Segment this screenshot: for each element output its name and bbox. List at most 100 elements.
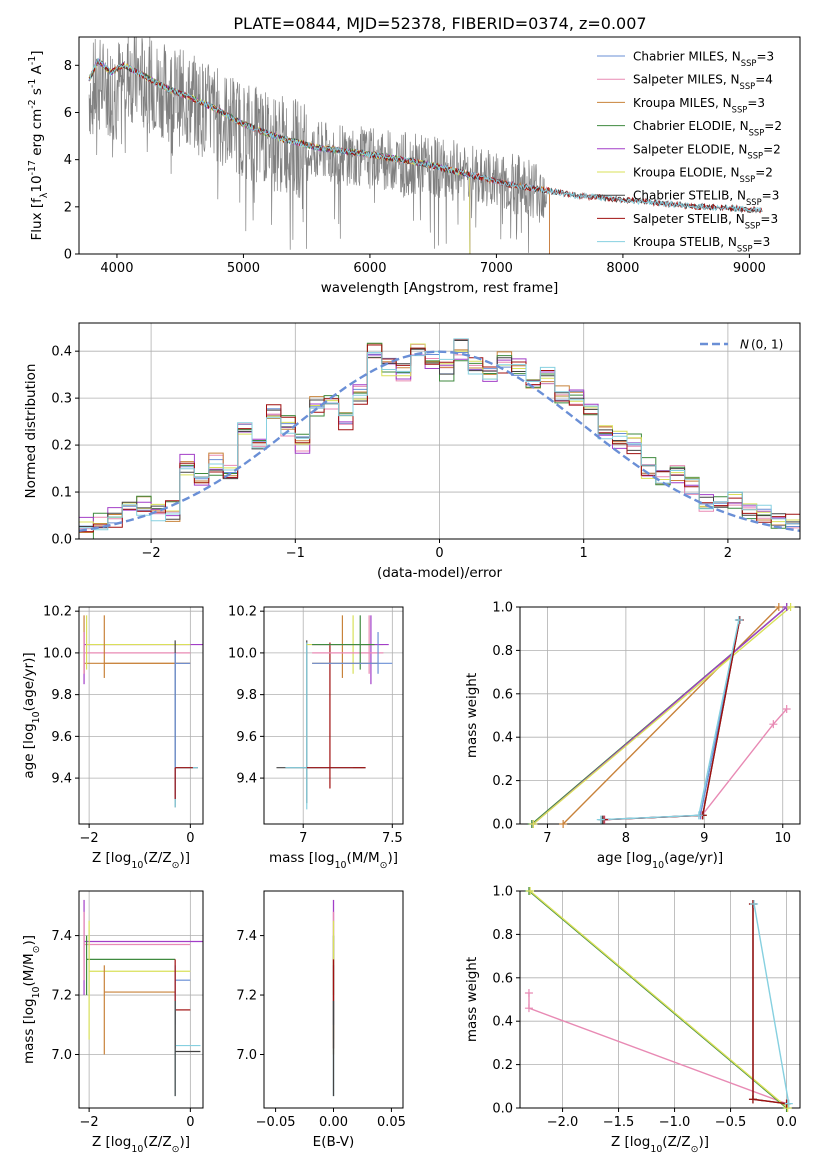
weight-line xyxy=(600,619,740,821)
plot-area-massweight_vs_age xyxy=(531,607,792,824)
x-axis-label: Z [log10(Z/Z⊙)] xyxy=(92,1134,190,1155)
weight-marker xyxy=(529,820,538,828)
x-tick-label: 7 xyxy=(299,831,307,846)
plot-area-spectrum xyxy=(88,37,763,254)
weight-marker xyxy=(734,616,743,625)
axes-mass_vs_EBV: −0.05 0.00 0.05 7.0 7.2 7.4 E(B-V) xyxy=(236,890,406,1150)
y-tick-label: 7.4 xyxy=(236,929,257,944)
y-axis-label: mass [log10(M/M⊙)] xyxy=(21,935,42,1064)
y-tick-label: 0.2 xyxy=(51,439,72,454)
plot-area-age_vs_Z xyxy=(83,615,203,808)
weight-marker xyxy=(750,900,759,909)
model-spectrum xyxy=(88,57,763,214)
y-tick-label: 9.8 xyxy=(51,688,72,703)
x-axis-label: (data-model)/error xyxy=(377,565,503,581)
y-tick-label: 9.4 xyxy=(236,772,257,787)
axes-frame xyxy=(78,322,801,540)
axes-frame xyxy=(78,606,204,825)
y-tick-label: 0.0 xyxy=(492,818,513,833)
weight-marker xyxy=(524,1004,533,1013)
y-axis-label: age [log10(age/yr)] xyxy=(21,652,42,778)
y-tick-label: 7.0 xyxy=(236,1048,257,1063)
legend-entry: Salpeter ELODIE, NSSP=2 xyxy=(633,142,781,160)
weight-marker xyxy=(786,603,795,611)
x-tick-label: −2.0 xyxy=(547,1115,579,1130)
x-tick-label: 2 xyxy=(724,546,732,561)
weight-marker xyxy=(526,887,535,895)
normal-curve xyxy=(79,350,800,532)
weight-marker xyxy=(783,1104,792,1112)
x-tick-label: −0.05 xyxy=(256,1115,296,1130)
weight-line xyxy=(604,708,788,821)
y-tick-label: 2 xyxy=(64,200,72,215)
weight-marker xyxy=(774,603,783,611)
axes-mass_vs_Z: −2 0 7.0 7.2 7.4 Z [log10(Z/Z⊙)] mass [log10(M… xyxy=(21,890,204,1155)
axes-spectrum: 4000 5000 6000 7000 8000 9000 0 2 4 6 8 wavelength … xyxy=(27,36,801,296)
plot-area-massweight_vs_Z xyxy=(528,891,790,1108)
axes-age_vs_mass: 7 7.5 9.4 9.6 9.8 10.0 10.2 mass [log10(M/M⊙)] xyxy=(228,605,404,871)
y-tick-label: 10.2 xyxy=(228,605,257,620)
x-tick-label: −1.5 xyxy=(603,1115,635,1130)
legend-entry: Salpeter MILES, NSSP=4 xyxy=(633,73,773,91)
y-tick-label: 9.6 xyxy=(51,730,72,745)
y-axis-label: mass weight xyxy=(464,957,480,1042)
legend-entry: Salpeter STELIB, NSSP=3 xyxy=(633,212,778,230)
weight-line xyxy=(752,904,787,1105)
y-tick-label: 0.1 xyxy=(51,486,72,501)
axes-frame xyxy=(263,890,404,1109)
x-axis-label: Z [log10(Z/Z⊙)] xyxy=(92,850,190,871)
plot-area-mass_vs_Z xyxy=(83,899,203,1097)
axes-massweight_vs_Z: −2.0 −1.5 −1.0 −0.5 0.0 0.0 0.2 0.4 0.6 0.8 1.0 Z [… xyxy=(464,885,801,1155)
y-tick-label: 6 xyxy=(64,106,72,121)
y-tick-label: 9.8 xyxy=(236,688,257,703)
y-tick-label: 9.4 xyxy=(51,772,72,787)
axes-frame xyxy=(263,606,404,825)
x-axis-label: mass [log10(M/M⊙)] xyxy=(269,850,398,871)
x-tick-label: 8000 xyxy=(606,261,639,276)
y-tick-label: 7.4 xyxy=(51,929,72,944)
x-tick-label: 1 xyxy=(580,546,588,561)
x-tick-label: 8 xyxy=(622,831,630,846)
residual-histogram xyxy=(79,338,800,531)
y-tick-label: 4 xyxy=(64,153,72,168)
x-tick-label: 9 xyxy=(700,831,708,846)
legend-entry: N xyxy=(740,338,749,352)
weight-marker xyxy=(782,704,791,713)
y-tick-label: 10.0 xyxy=(43,646,72,661)
weight-line xyxy=(528,891,788,1108)
axes-frame xyxy=(78,890,204,1109)
y-tick-label: 0.0 xyxy=(492,1102,513,1117)
residual-histogram xyxy=(79,338,800,533)
axes-massweight_vs_age: 7 8 9 10 0.0 0.2 0.4 0.6 0.8 1.0 age [log10(age/yr… xyxy=(464,601,801,871)
weight-marker xyxy=(769,720,778,729)
y-tick-label: 10.2 xyxy=(43,605,72,620)
y-tick-label: 0.0 xyxy=(51,533,72,548)
x-tick-label: 0.00 xyxy=(319,1115,348,1130)
x-axis-label: E(B-V) xyxy=(313,1134,355,1150)
y-tick-label: 0.3 xyxy=(51,392,72,407)
weight-line xyxy=(529,891,789,1108)
weight-line xyxy=(603,619,741,821)
y-tick-label: 0.4 xyxy=(492,731,513,746)
x-axis-label: wavelength [Angstrom, rest frame] xyxy=(321,280,559,296)
x-axis-label: age [log10(age/yr)] xyxy=(597,850,723,871)
weight-line xyxy=(532,607,792,824)
x-tick-label: 9000 xyxy=(733,261,766,276)
figure-title: PLATE=0844, MJD=52378, FIBERID=0374, z=0… xyxy=(233,14,646,33)
y-tick-label: 10.0 xyxy=(228,646,257,661)
y-tick-label: 1.0 xyxy=(492,885,513,900)
axes-frame xyxy=(519,890,801,1109)
y-tick-label: 0.2 xyxy=(492,1058,513,1073)
y-axis-label: Flux [fλ10-17 erg cm-2 s-1 A-1] xyxy=(27,51,50,241)
y-tick-label: 0.8 xyxy=(492,644,513,659)
y-tick-label: 7.2 xyxy=(51,989,72,1004)
spectrum-legend: Chabrier MILES, NSSP=3 Salpeter MILES, NS… xyxy=(597,50,782,254)
legend-entry: Chabrier ELODIE, NSSP=2 xyxy=(633,119,782,137)
x-tick-label: 7.5 xyxy=(382,831,403,846)
x-tick-label: 4000 xyxy=(100,261,133,276)
y-tick-label: 0.6 xyxy=(492,687,513,702)
y-axis-label: Normed distribution xyxy=(23,364,39,499)
y-tick-label: 1.0 xyxy=(492,601,513,616)
x-tick-label: −2 xyxy=(142,546,161,561)
